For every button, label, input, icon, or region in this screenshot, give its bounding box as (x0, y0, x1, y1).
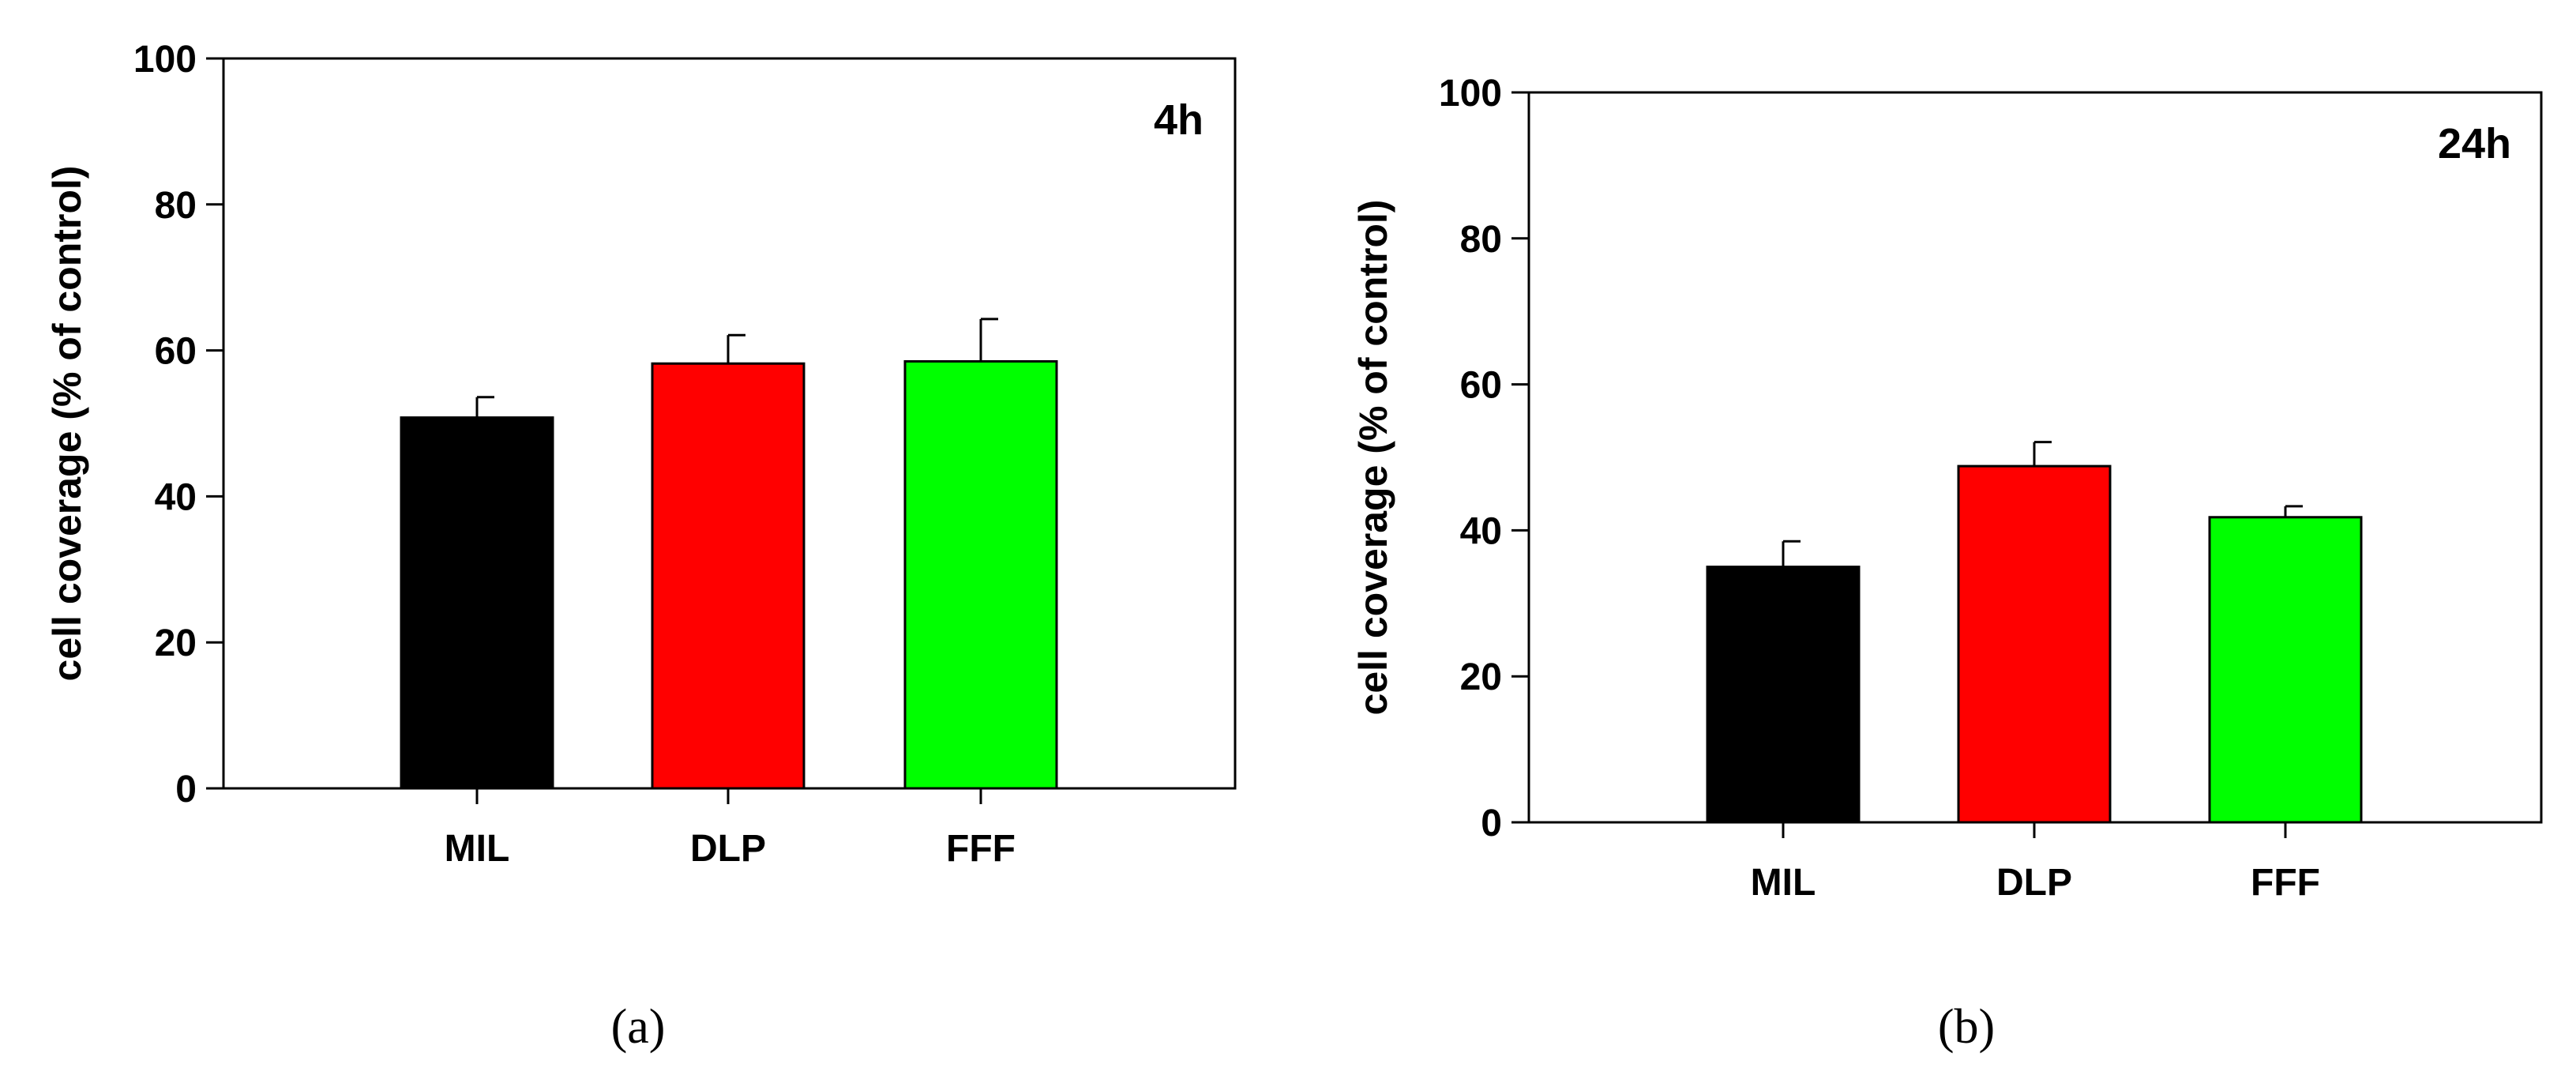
y-ticks: 0 20 40 60 80 100 (133, 39, 223, 810)
bar-dlp (651, 362, 805, 790)
y-tick-label: 20 (155, 622, 197, 664)
panel-caption: (a) (611, 1000, 666, 1054)
y-tick-label: 40 (155, 476, 197, 518)
panel-time-label: 4h (1154, 96, 1204, 144)
y-tick-label: 0 (1481, 803, 1502, 844)
bar-fff (2208, 516, 2363, 824)
x-tick-label-fff: FFF (946, 828, 1016, 870)
chart-panel-a: 0 20 40 60 80 100 MIL DLP FFF cell coverage (% … (45, 39, 1237, 1054)
y-tick-label: 60 (1460, 365, 1502, 407)
y-axis-title: cell coverage (% of control) (1351, 200, 1395, 716)
y-tick-label: 80 (1460, 219, 1502, 261)
y-tick-label: 80 (155, 185, 197, 227)
x-tick-label-fff: FFF (2251, 862, 2320, 904)
panel-caption: (b) (1938, 1000, 1995, 1054)
y-tick-label: 40 (1460, 510, 1502, 552)
y-axis-title: cell coverage (% of control) (45, 166, 89, 682)
y-tick-label: 0 (175, 769, 197, 810)
bar-fff (903, 359, 1058, 790)
x-tick-labels: MIL DLP FFF (445, 788, 1016, 870)
bars (400, 318, 1058, 790)
y-tick-label: 60 (155, 331, 197, 373)
bar-mil (400, 416, 554, 790)
bar-dlp (1957, 464, 2112, 824)
x-tick-labels: MIL DLP FFF (1751, 822, 2320, 904)
chart-panel-b: 0 20 40 60 80 100 MIL DLP FFF cell coverage (% … (1351, 73, 2543, 1054)
x-tick-label-dlp: DLP (1996, 862, 2072, 904)
y-ticks: 0 20 40 60 80 100 (1439, 73, 1529, 844)
x-tick-label-mil: MIL (445, 828, 510, 870)
panel-time-label: 24h (2438, 120, 2511, 167)
y-tick-label: 20 (1460, 656, 1502, 698)
bars (1706, 441, 2363, 824)
bar-mil (1706, 566, 1861, 824)
y-tick-label: 100 (1439, 73, 1502, 115)
x-tick-label-dlp: DLP (690, 828, 766, 870)
y-tick-label: 100 (133, 39, 197, 81)
x-tick-label-mil: MIL (1751, 862, 1816, 904)
